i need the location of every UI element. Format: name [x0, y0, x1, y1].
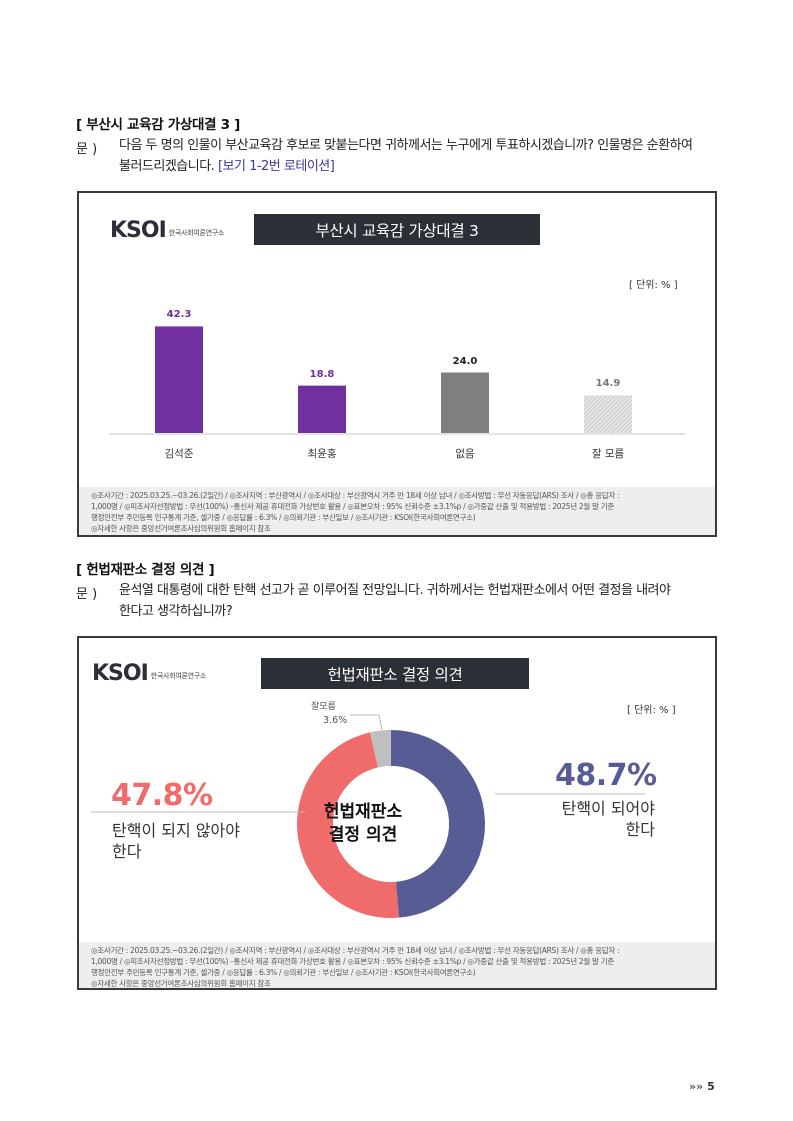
impeach-label-line2: 한다: [625, 820, 655, 839]
donut-center-line2: 결정 의견: [328, 825, 398, 845]
bar-value-label: 42.3: [166, 309, 192, 321]
question1-line2: 불러드리겠습니다. [보기 1-2번 로테이션]: [119, 156, 719, 177]
question2-text: 윤석열 대통령에 대한 탄핵 선고가 곧 이루어질 전망입니다. 귀하께서는 헌…: [119, 580, 719, 622]
bar-category-label: 최윤홍: [307, 448, 337, 460]
chart2-footer-line4: ◎자세한 사항은 중앙선거여론조사심의위원회 홈페이지 참조: [91, 979, 271, 988]
donut-slice-impeach: [391, 730, 486, 918]
question1-line2-text: 불러드리겠습니다.: [119, 159, 218, 174]
donut-hole: [333, 766, 449, 882]
chart2-title: 헌법재판소 결정 의견: [261, 658, 529, 689]
chart2-svg: [91, 714, 645, 918]
unknown-value: 3.6%: [323, 715, 348, 726]
question1-label: 문 ): [76, 142, 98, 157]
chart1-footer-line4: ◎자세한 사항은 중앙선거여론조사심의위원회 홈페이지 참조: [91, 524, 271, 533]
chart2-footer-line1: ◎조사기간 : 2025.03.25.~03.26.(2일간) / ◎조사지역 …: [91, 946, 620, 955]
question1-line1: 다음 두 명의 인물이 부산교육감 후보로 맞붙는다면 귀하께서는 누구에게 투…: [119, 138, 693, 153]
question2-line2: 한다고 생각하십니까?: [119, 604, 233, 619]
chart1-title: 부산시 교육감 가상대결 3: [254, 214, 540, 245]
chart2-footer: ◎조사기간 : 2025.03.25.~03.26.(2일간) / ◎조사지역 …: [79, 942, 715, 988]
chart2-panel: KSOI 한국사회여론연구소 헌법재판소 결정 의견 [ 단위: % ] 헌법재…: [77, 636, 717, 990]
chart1-logo-sub: 한국사회여론연구소: [168, 228, 225, 237]
chart2-footer-line2: 1,000명 / ◎피조사자선정방법 : 무선(100%) –통신사 제공 휴대…: [91, 957, 614, 966]
page-number: »» 5: [689, 1080, 715, 1093]
bar-1: [155, 326, 203, 433]
chart1-unit: [ 단위: % ]: [629, 280, 678, 291]
chart1-footer-line3: 행정안전부 주민등록 인구통계 기준, 셀가중 / ◎응답률 : 6.3% / …: [91, 513, 476, 522]
unknown-label: 잘모름: [311, 702, 336, 712]
impeach-value: 48.7%: [555, 758, 657, 793]
donut-center-label: 헌법재판소 결정 의견: [303, 801, 423, 847]
page-arrows-icon: »»: [689, 1080, 704, 1093]
donut-slice-not-impeach: [296, 732, 399, 918]
section2-title: [ 헌법재판소 결정 의견 ]: [76, 562, 215, 578]
top-leader-line-2: [378, 714, 383, 731]
bar-4: [584, 395, 632, 433]
not-impeach-label-line2: 한다: [112, 842, 142, 861]
donut-center-line1: 헌법재판소: [323, 802, 403, 822]
bar-category-label: 김석준: [164, 448, 194, 460]
question2-line1: 윤석열 대통령에 대한 탄핵 선고가 곧 이루어질 전망입니다. 귀하께서는 헌…: [119, 583, 671, 598]
question2-label: 문 ): [76, 587, 98, 602]
bar-value-label: 24.0: [452, 355, 478, 367]
donut-slice-unknown: [369, 730, 391, 768]
impeach-label: 탄핵이 되어야 한다: [537, 798, 655, 840]
ksoi-logo-icon: KSOI: [110, 218, 167, 243]
not-impeach-value: 47.8%: [111, 778, 213, 813]
not-impeach-label-line1: 탄핵이 되지 않아야: [112, 821, 240, 840]
bar-category-label: 잘 모름: [591, 448, 625, 460]
chart1-footer: ◎조사기간 : 2025.03.25.~03.26.(2일간) / ◎조사지역 …: [79, 487, 715, 535]
chart2-logo-sub: 한국사회여론연구소: [150, 671, 207, 680]
ksoi-logo-icon: KSOI: [92, 661, 149, 686]
chart2-footer-line3: 행정안전부 주민등록 인구통계 기준, 셀가중 / ◎응답률 : 6.3% / …: [91, 968, 476, 977]
chart2-unit: [ 단위: % ]: [627, 705, 676, 716]
bar-value-label: 14.9: [595, 378, 621, 390]
page-number-value: 5: [707, 1080, 715, 1093]
chart1-svg: [109, 326, 685, 435]
chart1-logo: KSOI 한국사회여론연구소: [110, 218, 224, 243]
section1-title: [ 부산시 교육감 가상대결 3 ]: [76, 117, 241, 133]
chart1-footer-line2: 1,000명 / ◎피조사자선정방법 : 무선(100%) –통신사 제공 휴대…: [91, 502, 614, 511]
chart1-panel: KSOI 한국사회여론연구소 부산시 교육감 가상대결 3 [ 단위: % ] …: [77, 191, 717, 537]
chart2-logo: KSOI 한국사회여론연구소: [92, 661, 206, 686]
bar-value-label: 18.8: [309, 368, 335, 380]
bar-2: [298, 385, 346, 433]
question1-text: 다음 두 명의 인물이 부산교육감 후보로 맞붙는다면 귀하께서는 누구에게 투…: [119, 135, 719, 177]
impeach-label-line1: 탄핵이 되어야: [561, 799, 655, 818]
chart1-footer-line1: ◎조사기간 : 2025.03.25.~03.26.(2일간) / ◎조사지역 …: [91, 491, 620, 500]
not-impeach-label: 탄핵이 되지 않아야 한다: [112, 820, 240, 862]
bar-3: [441, 372, 489, 433]
bar-category-label: 없음: [455, 448, 475, 460]
question1-note: [보기 1-2번 로테이션]: [217, 159, 335, 174]
